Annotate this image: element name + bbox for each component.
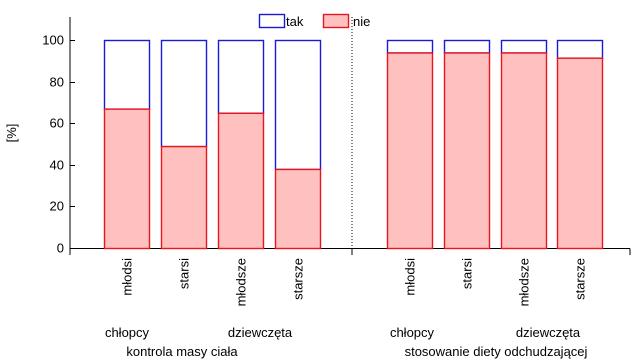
bar-tak xyxy=(103,39,151,110)
legend-swatch xyxy=(258,13,286,29)
bar-group xyxy=(500,39,548,250)
subgroup-label: chłopcy xyxy=(105,325,150,340)
legend-label: nie xyxy=(353,14,370,29)
y-axis-label: [%] xyxy=(4,124,19,143)
bar-tak xyxy=(274,39,322,171)
bar-nie xyxy=(500,52,548,250)
bar-nie xyxy=(556,57,604,250)
legend: tak nie xyxy=(258,13,370,29)
subgroup-label: dziewczęta xyxy=(516,325,581,340)
bar-tak xyxy=(500,39,548,54)
legend-item-tak: tak xyxy=(258,13,304,29)
subgroup-label: dziewczęta xyxy=(228,325,293,340)
category-label: młodsi xyxy=(120,258,135,296)
subgroup-label: chłopcy xyxy=(390,325,435,340)
y-tick-label: 0 xyxy=(57,241,64,256)
y-tick-label: 20 xyxy=(50,199,64,214)
y-tick-label: 60 xyxy=(50,116,64,131)
category-label: starsi xyxy=(177,258,192,289)
bar-tak xyxy=(443,39,491,54)
bar-tak xyxy=(217,39,265,115)
bar-group xyxy=(443,39,491,250)
bar-nie xyxy=(217,112,265,250)
bar-group xyxy=(386,39,434,250)
bar-group xyxy=(217,39,265,250)
group-label: kontrola masy ciała xyxy=(126,344,238,359)
legend-label: tak xyxy=(286,14,304,29)
bars xyxy=(103,39,604,250)
bar-nie xyxy=(160,145,208,250)
bar-nie xyxy=(443,52,491,250)
bar-group xyxy=(556,39,604,250)
category-label: starsi xyxy=(460,258,475,289)
legend-swatch xyxy=(322,13,350,29)
category-label: młodsi xyxy=(403,258,418,296)
category-label: starsze xyxy=(573,258,588,300)
y-tick-label: 40 xyxy=(50,158,64,173)
bar-nie xyxy=(386,52,434,250)
bar-group xyxy=(160,39,208,250)
category-label: młodsze xyxy=(234,258,249,306)
bar-group xyxy=(103,39,151,250)
bar-tak xyxy=(556,39,604,59)
legend-item-nie: nie xyxy=(322,13,370,29)
bar-tak xyxy=(386,39,434,54)
labels: młodsi starsi młodsze starsze młodsi starsi mł… xyxy=(105,258,588,359)
category-label: młodsze xyxy=(517,258,532,306)
y-tick-label: 100 xyxy=(42,33,64,48)
bar-nie xyxy=(103,108,151,250)
category-label: starsze xyxy=(291,258,306,300)
y-tick-label: 80 xyxy=(50,75,64,90)
bar-group xyxy=(274,39,322,250)
bar-tak xyxy=(160,39,208,148)
group-label: stosowanie diety odchudzającej xyxy=(405,344,588,359)
bar-nie xyxy=(274,168,322,250)
